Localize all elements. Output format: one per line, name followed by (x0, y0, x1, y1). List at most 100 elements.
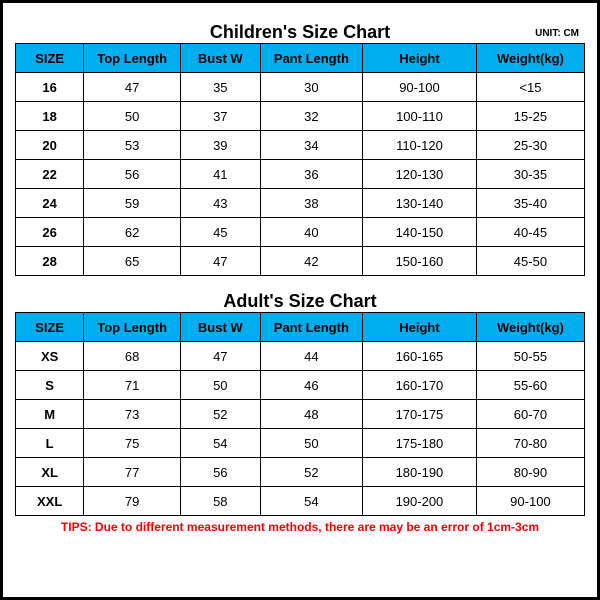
table-cell: 38 (260, 189, 362, 218)
table-row: 1647353090-100<15 (16, 73, 585, 102)
table-row: XL775652180-19080-90 (16, 458, 585, 487)
table-cell: 100-110 (363, 102, 477, 131)
col-weight: Weight(kg) (476, 44, 584, 73)
table-cell: 47 (84, 73, 181, 102)
table-cell: XL (16, 458, 84, 487)
adult-title-row: Adult's Size Chart (15, 282, 585, 312)
table-cell: 180-190 (363, 458, 477, 487)
table-cell: 90-100 (476, 487, 584, 516)
size-chart-container: Children's Size Chart UNIT: CM SIZE Top … (0, 0, 600, 600)
children-header-row: SIZE Top Length Bust W Pant Length Heigh… (16, 44, 585, 73)
table-cell: 160-165 (363, 342, 477, 371)
table-cell: 32 (260, 102, 362, 131)
table-row: 18503732100-11015-25 (16, 102, 585, 131)
table-cell: 65 (84, 247, 181, 276)
table-cell: 40-45 (476, 218, 584, 247)
table-cell: 20 (16, 131, 84, 160)
table-cell: 190-200 (363, 487, 477, 516)
table-cell: 56 (180, 458, 260, 487)
table-cell: 45 (180, 218, 260, 247)
table-cell: 56 (84, 160, 181, 189)
col-height: Height (363, 313, 477, 342)
table-cell: 55-60 (476, 371, 584, 400)
table-cell: 150-160 (363, 247, 477, 276)
table-cell: 34 (260, 131, 362, 160)
table-cell: 170-175 (363, 400, 477, 429)
table-cell: 90-100 (363, 73, 477, 102)
table-cell: 175-180 (363, 429, 477, 458)
children-title-row: Children's Size Chart UNIT: CM (15, 13, 585, 43)
table-cell: 71 (84, 371, 181, 400)
table-cell: 60-70 (476, 400, 584, 429)
table-cell: 52 (180, 400, 260, 429)
table-cell: 44 (260, 342, 362, 371)
table-cell: 70-80 (476, 429, 584, 458)
unit-label: UNIT: CM (535, 28, 579, 39)
col-weight: Weight(kg) (476, 313, 584, 342)
table-row: 26624540140-15040-45 (16, 218, 585, 247)
table-cell: 37 (180, 102, 260, 131)
col-size: SIZE (16, 44, 84, 73)
table-cell: 50-55 (476, 342, 584, 371)
table-cell: 42 (260, 247, 362, 276)
table-cell: 35 (180, 73, 260, 102)
table-cell: 47 (180, 247, 260, 276)
table-cell: 120-130 (363, 160, 477, 189)
table-cell: 35-40 (476, 189, 584, 218)
col-pant: Pant Length (260, 313, 362, 342)
table-cell: 68 (84, 342, 181, 371)
table-cell: 47 (180, 342, 260, 371)
table-cell: L (16, 429, 84, 458)
table-cell: 79 (84, 487, 181, 516)
table-cell: 26 (16, 218, 84, 247)
table-row: S715046160-17055-60 (16, 371, 585, 400)
table-cell: 58 (180, 487, 260, 516)
table-cell: S (16, 371, 84, 400)
table-cell: 30 (260, 73, 362, 102)
table-cell: 48 (260, 400, 362, 429)
col-top: Top Length (84, 44, 181, 73)
table-cell: XXL (16, 487, 84, 516)
table-cell: 130-140 (363, 189, 477, 218)
table-cell: 36 (260, 160, 362, 189)
table-cell: 62 (84, 218, 181, 247)
table-row: 20533934110-12025-30 (16, 131, 585, 160)
adult-title: Adult's Size Chart (223, 291, 376, 312)
table-cell: 45-50 (476, 247, 584, 276)
table-cell: M (16, 400, 84, 429)
table-cell: <15 (476, 73, 584, 102)
table-cell: 52 (260, 458, 362, 487)
col-top: Top Length (84, 313, 181, 342)
table-cell: 46 (260, 371, 362, 400)
table-row: XXL795854190-20090-100 (16, 487, 585, 516)
table-cell: 54 (260, 487, 362, 516)
table-cell: 59 (84, 189, 181, 218)
table-cell: 54 (180, 429, 260, 458)
table-row: 28654742150-16045-50 (16, 247, 585, 276)
table-cell: 40 (260, 218, 362, 247)
col-size: SIZE (16, 313, 84, 342)
children-tbody: 1647353090-100<1518503732100-11015-25205… (16, 73, 585, 276)
adult-table: SIZE Top Length Bust W Pant Length Heigh… (15, 312, 585, 516)
table-cell: 43 (180, 189, 260, 218)
table-cell: 15-25 (476, 102, 584, 131)
table-cell: 53 (84, 131, 181, 160)
table-cell: 22 (16, 160, 84, 189)
col-height: Height (363, 44, 477, 73)
table-cell: 41 (180, 160, 260, 189)
children-title: Children's Size Chart (210, 22, 390, 43)
table-cell: 160-170 (363, 371, 477, 400)
table-row: M735248170-17560-70 (16, 400, 585, 429)
table-row: L755450175-18070-80 (16, 429, 585, 458)
col-bust: Bust W (180, 44, 260, 73)
table-cell: 18 (16, 102, 84, 131)
adult-header-row: SIZE Top Length Bust W Pant Length Heigh… (16, 313, 585, 342)
col-bust: Bust W (180, 313, 260, 342)
table-cell: 39 (180, 131, 260, 160)
table-cell: 30-35 (476, 160, 584, 189)
table-cell: 73 (84, 400, 181, 429)
adult-tbody: XS684744160-16550-55S715046160-17055-60M… (16, 342, 585, 516)
table-row: 24594338130-14035-40 (16, 189, 585, 218)
table-cell: 16 (16, 73, 84, 102)
table-row: 22564136120-13030-35 (16, 160, 585, 189)
